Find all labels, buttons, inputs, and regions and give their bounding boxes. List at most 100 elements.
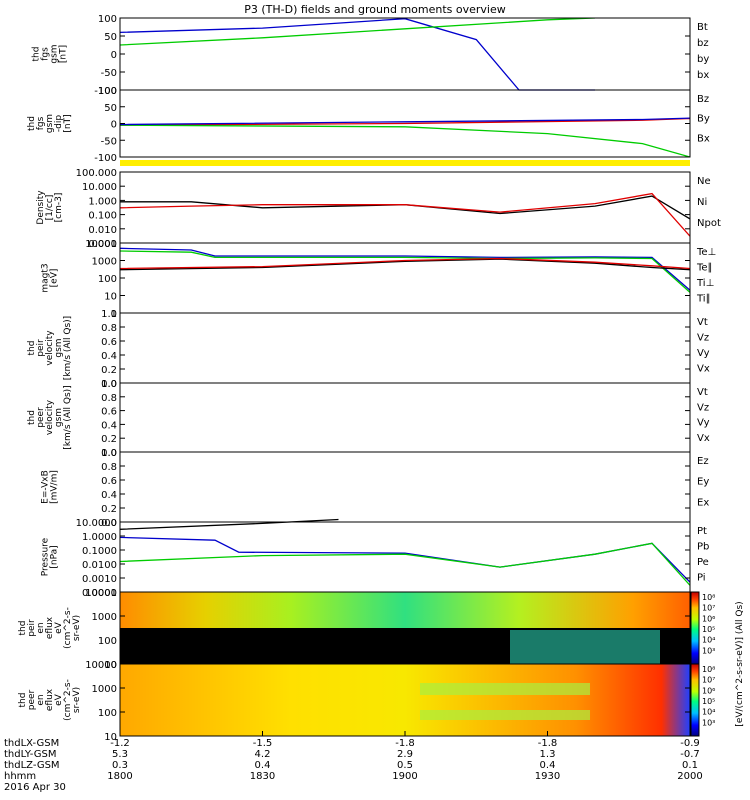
- y-tick-label: 100: [98, 14, 117, 25]
- colorbar-tick-label: 10⁶: [702, 614, 715, 623]
- y-tick-label: 0.2: [101, 365, 117, 376]
- x-tick-label: 1930: [535, 771, 560, 782]
- y-tick-label: 0.8: [101, 462, 117, 473]
- colorbar-tick-label: 10⁷: [702, 676, 715, 685]
- series-line-Pi: [120, 536, 690, 583]
- y-tick-label: 0.4: [101, 420, 117, 431]
- series-line-Pt: [120, 518, 339, 530]
- legend-entry: Te⊥: [696, 247, 716, 258]
- series-line-Ti∥: [120, 250, 690, 293]
- y-tick-label: 0.0001: [82, 588, 117, 599]
- y-axis-label: peer: [27, 689, 37, 710]
- y-axis-label: thd: [18, 693, 28, 708]
- y-axis-label: (cm^2-s-: [63, 607, 73, 649]
- y-tick-label: 100: [98, 274, 117, 285]
- chart-title: P3 (TH-D) fields and ground moments over…: [244, 3, 506, 16]
- y-tick-label: 1.0: [101, 309, 117, 320]
- electron-spectrogram: [120, 664, 690, 736]
- y-axis-label: [1/cc]: [45, 195, 55, 221]
- x-tick-label: -0.9: [680, 738, 700, 749]
- y-axis-label: [cm-3]: [54, 193, 64, 223]
- legend-entry: Vt: [697, 387, 708, 398]
- y-axis-label: eV: [54, 693, 64, 706]
- y-tick-label: 0.4: [101, 490, 117, 501]
- y-tick-label: 0.1000: [82, 546, 117, 557]
- y-tick-label: 1.0: [101, 379, 117, 390]
- y-tick-label: 10.000: [82, 182, 117, 193]
- y-tick-label: 0.0010: [82, 574, 117, 585]
- panel-frame-8: [119, 521, 691, 593]
- legend-entry: Ey: [697, 477, 709, 488]
- y-tick-label: 10000: [85, 660, 117, 671]
- legend-entry: Vx: [697, 433, 710, 444]
- y-axis-label: thd: [27, 410, 37, 425]
- y-tick-label: 100.000: [76, 168, 117, 179]
- y-axis-label: sr-eV): [72, 615, 82, 641]
- legend-entry: Te∥: [696, 263, 713, 274]
- y-tick-label: 0.001: [88, 239, 117, 250]
- y-axis-label: velocity: [45, 399, 55, 435]
- colorbar: [690, 663, 700, 737]
- electron-spectrogram-band: [420, 710, 590, 720]
- colorbar-tick-label: 10⁴: [702, 708, 715, 717]
- y-axis-label: thd: [32, 47, 42, 62]
- y-axis-label: peer: [36, 407, 46, 428]
- series-line-by: [120, 18, 596, 46]
- x-tick-label: 2.9: [397, 749, 413, 760]
- y-tick-label: 50: [104, 32, 117, 43]
- y-tick-label: 1.000: [88, 196, 117, 207]
- y-axis-label: peir: [36, 339, 46, 357]
- colorbar-tick-label: 10⁸: [702, 665, 715, 674]
- legend-entry: Pb: [697, 542, 709, 553]
- y-tick-label: -50: [101, 136, 117, 147]
- colorbar-tick-label: 10⁵: [702, 697, 715, 706]
- quality-flag-bar: [120, 160, 690, 166]
- series-line-Bx: [120, 117, 690, 126]
- y-tick-label: 0.0: [101, 448, 117, 459]
- y-axis-label: eflux: [45, 688, 55, 711]
- y-tick-label: -100: [94, 86, 117, 97]
- y-tick-label: 0.8: [101, 393, 117, 404]
- panel-frame-3: [119, 171, 691, 244]
- y-axis-label: gsm: [50, 44, 60, 63]
- legend-entry: Bx: [697, 133, 710, 144]
- x-tick-label: 1900: [392, 771, 417, 782]
- legend-entry: Ne: [697, 176, 711, 187]
- legend-entry: Vt: [697, 317, 708, 328]
- y-axis-label: [nT]: [59, 45, 69, 63]
- legend-entry: Pi: [697, 573, 706, 584]
- y-axis-label: (cm^2-s-: [63, 679, 73, 721]
- y-tick-label: 10: [104, 660, 117, 671]
- y-tick-label: 0.6: [101, 337, 117, 348]
- y-tick-label: 0.6: [101, 476, 117, 487]
- legend-entry: Vx: [697, 364, 710, 375]
- colorbar-tick-label: 10⁵: [702, 625, 715, 634]
- colorbar: [690, 591, 700, 665]
- series-line-Ne: [120, 192, 690, 237]
- y-tick-label: 0.0: [101, 379, 117, 390]
- x-tick-label: 0.4: [540, 760, 556, 771]
- x-tick-label: 0.5: [397, 760, 413, 771]
- legend-entry: Vz: [697, 333, 709, 344]
- x-tick-label: 0.4: [255, 760, 271, 771]
- series-line-Pe: [120, 542, 690, 586]
- y-tick-label: 1000: [92, 612, 117, 623]
- y-axis-label: en: [36, 622, 46, 633]
- legend-entry: Pe: [697, 557, 709, 568]
- y-axis-label: gsm: [54, 408, 64, 427]
- y-axis-label: peir: [27, 619, 37, 637]
- x-tick-label: 0.1: [682, 760, 698, 771]
- y-axis-label: fgs: [36, 116, 46, 130]
- y-tick-label: 100: [98, 708, 117, 719]
- y-tick-label: 0.100: [88, 211, 117, 222]
- y-tick-label: 10.0000: [76, 518, 117, 529]
- y-axis-label: thd: [27, 116, 37, 131]
- y-tick-label: 0.6: [101, 407, 117, 418]
- legend-entry: Vy: [697, 348, 710, 359]
- x-axis-row-label: thdLY-GSM: [4, 749, 56, 760]
- y-axis-label: [eV]: [50, 269, 60, 288]
- ion-spectrogram-patch: [510, 630, 660, 664]
- legend-entry: Vz: [697, 402, 709, 413]
- x-tick-label: -1.8: [538, 738, 558, 749]
